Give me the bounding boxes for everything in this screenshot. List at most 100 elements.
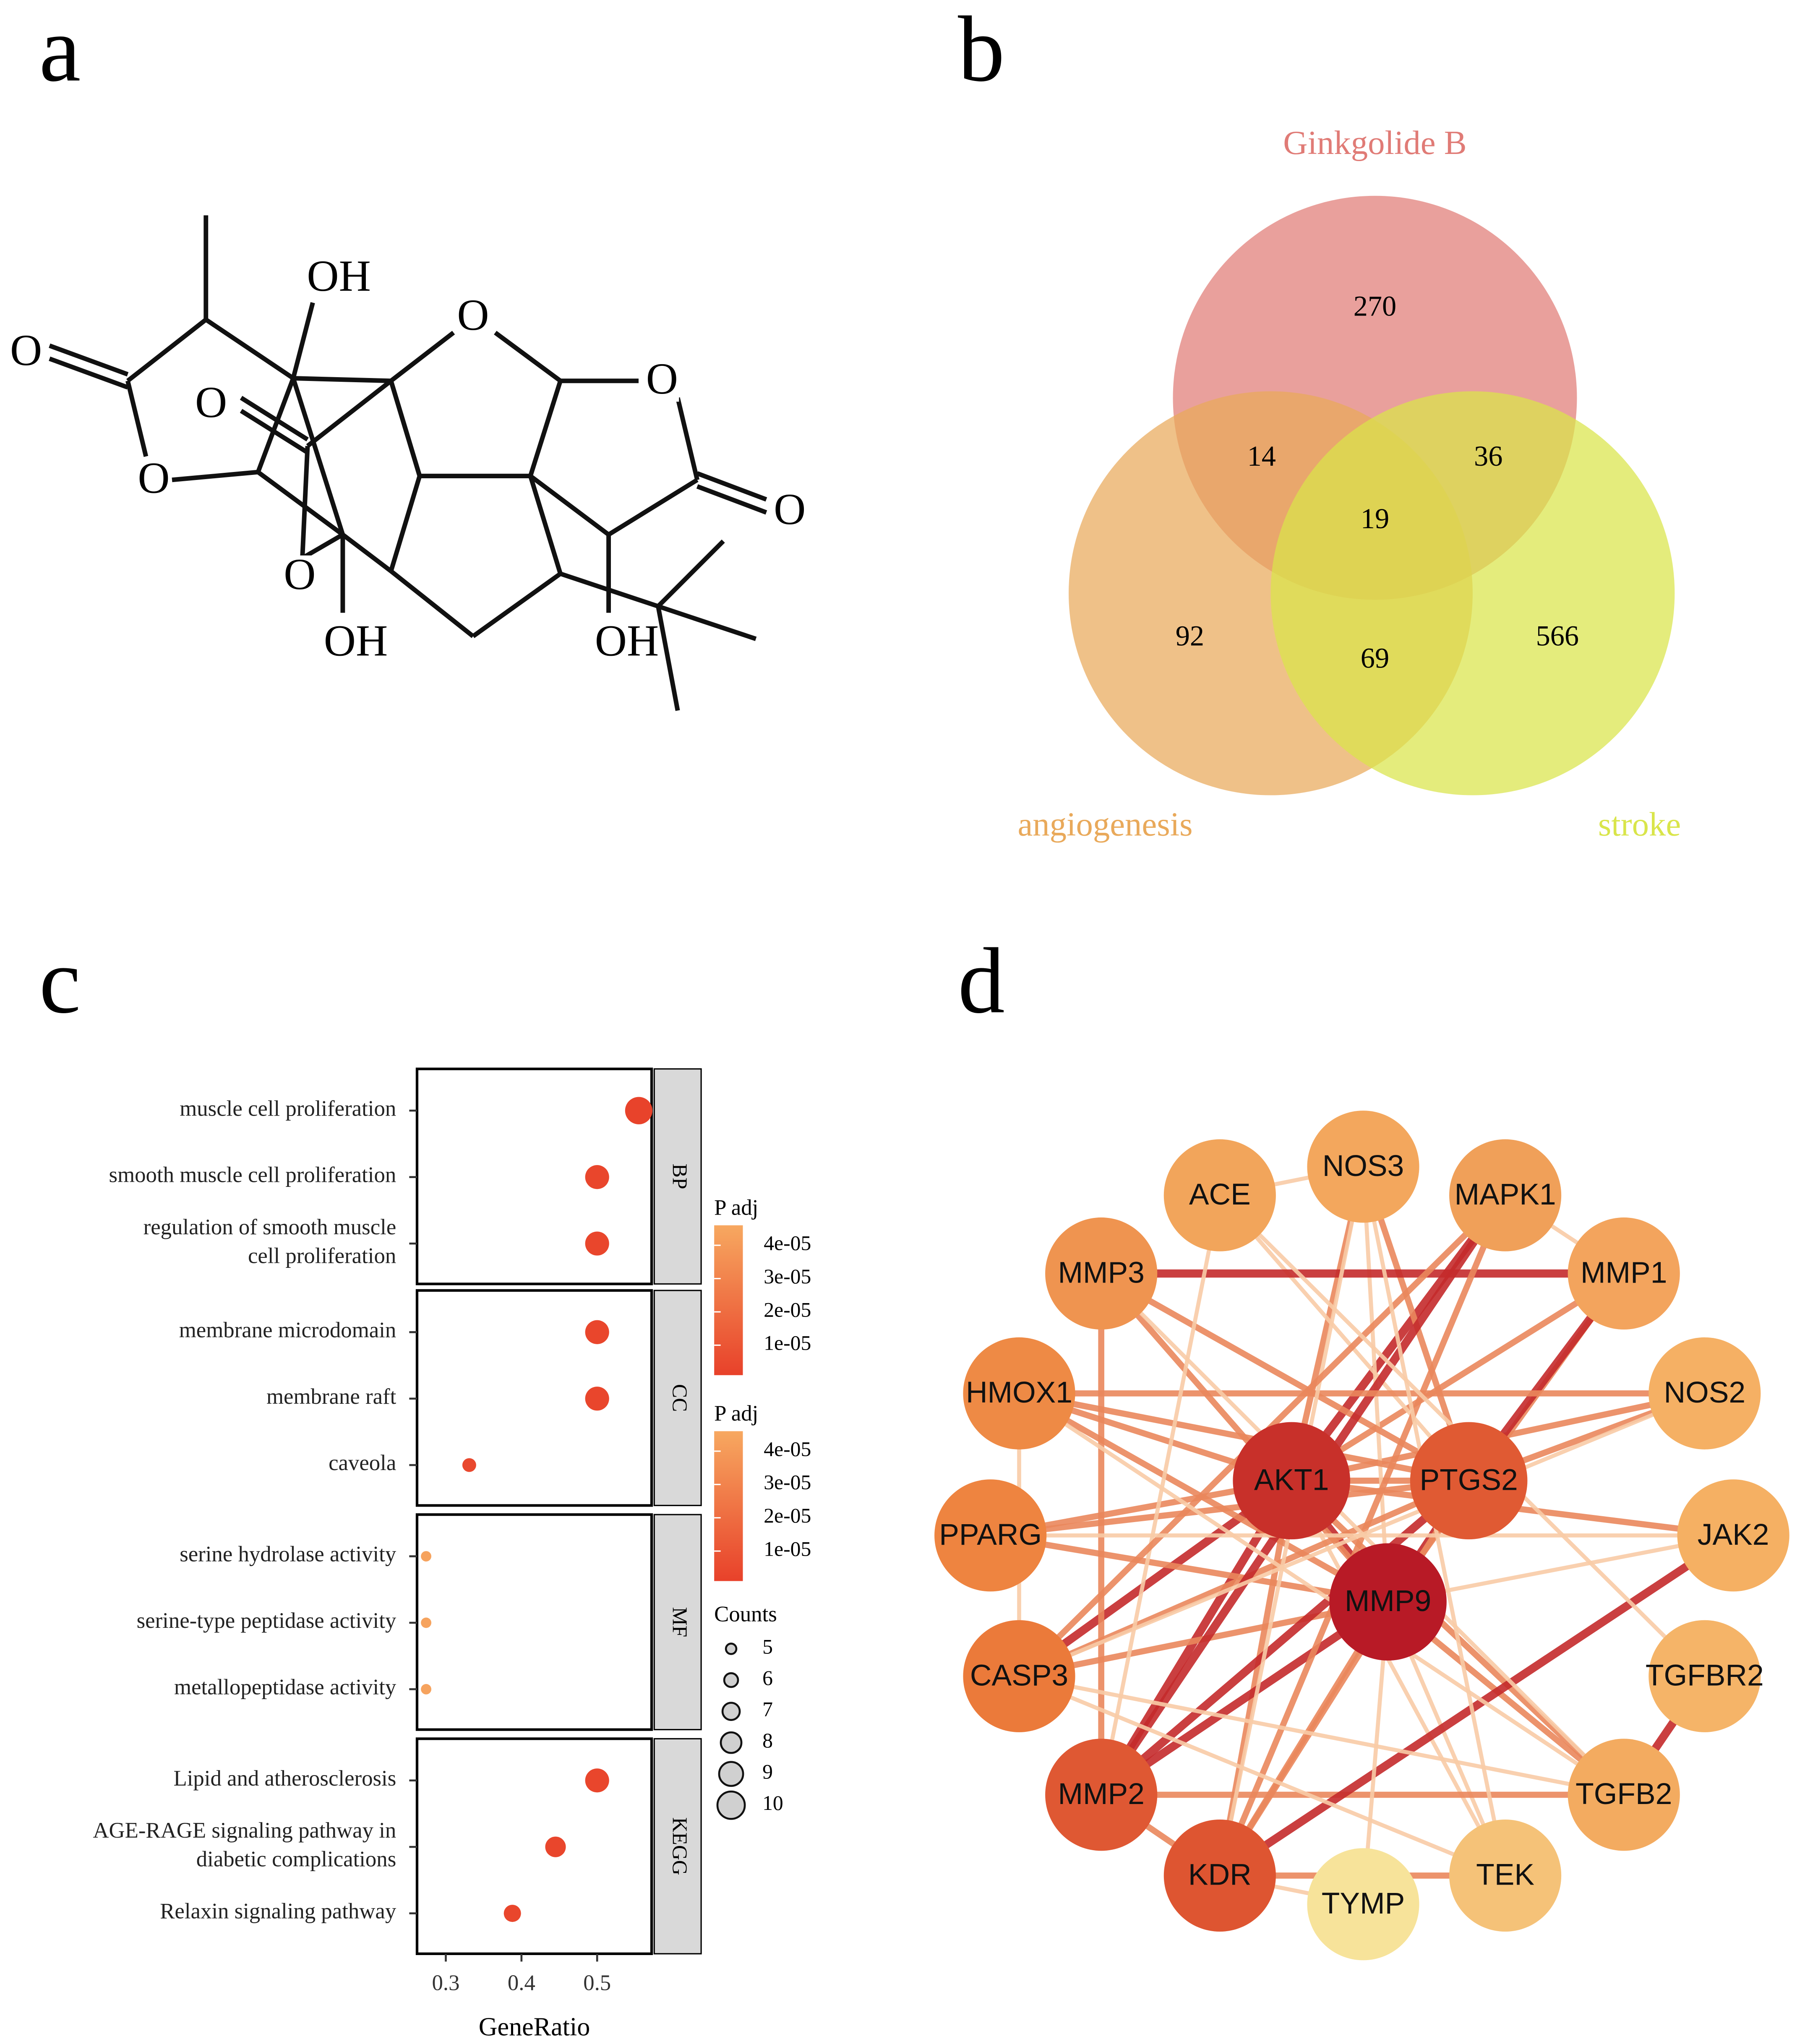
facet-strip xyxy=(653,1068,702,1285)
dot xyxy=(585,1320,609,1344)
size-key xyxy=(725,1642,738,1655)
atom-bg xyxy=(598,622,656,664)
bond xyxy=(125,380,149,457)
venn-count: 14 xyxy=(1247,440,1276,472)
x-tick-label: 0.5 xyxy=(583,1971,611,1995)
edge xyxy=(1100,1272,1625,1796)
node xyxy=(1449,1819,1562,1932)
bond xyxy=(341,532,393,573)
dot xyxy=(503,1905,521,1922)
edge xyxy=(1217,1479,1471,1877)
atom-bg xyxy=(456,296,490,338)
atom-bg xyxy=(772,490,807,532)
panel-label: d xyxy=(958,929,1005,1033)
bond xyxy=(256,470,344,537)
node-label: TGFBR2 xyxy=(1646,1658,1764,1692)
facet-panel xyxy=(415,1737,653,1955)
bond xyxy=(472,572,562,639)
bond xyxy=(306,379,393,448)
atom-label: O xyxy=(646,354,678,403)
y-tick-label: Lipid and atherosclerosis xyxy=(174,1766,396,1791)
legend-title: P adj xyxy=(714,1401,758,1426)
y-tick-label: metallopeptidase activity xyxy=(174,1675,396,1699)
double-bond xyxy=(49,343,129,377)
dot xyxy=(585,1768,609,1793)
edge xyxy=(990,1532,1389,1605)
double-bond xyxy=(696,484,767,515)
node xyxy=(1568,1217,1680,1330)
node xyxy=(1648,1620,1761,1732)
node-label: ACE xyxy=(1189,1178,1251,1211)
double-bond xyxy=(240,396,309,442)
atom-bg xyxy=(9,331,43,373)
facet-label: MF xyxy=(668,1607,691,1637)
dot xyxy=(421,1551,432,1562)
node-label: HMOX1 xyxy=(966,1376,1072,1409)
bond xyxy=(293,376,391,383)
size-key-label: 6 xyxy=(762,1666,773,1689)
size-key-label: 5 xyxy=(762,1635,773,1658)
node xyxy=(934,1479,1047,1592)
size-key-label: 9 xyxy=(762,1760,773,1783)
dot xyxy=(585,1165,609,1189)
atom-label: O xyxy=(457,290,489,339)
atom-label: O xyxy=(10,326,42,375)
facet-panel xyxy=(415,1289,653,1507)
double-bond xyxy=(49,356,129,390)
node xyxy=(1163,1819,1276,1932)
bond xyxy=(291,377,345,535)
legend-title: P adj xyxy=(714,1195,758,1220)
colorbar-label: 4e-05 xyxy=(764,1232,811,1255)
node-label: MMP1 xyxy=(1581,1256,1667,1289)
double-bond xyxy=(696,471,767,502)
atom-bg xyxy=(283,555,317,597)
facet-panel xyxy=(415,1513,653,1731)
bond xyxy=(657,604,757,641)
colorbar-label: 1e-05 xyxy=(764,1332,811,1355)
colorbar-label: 3e-05 xyxy=(764,1471,811,1494)
edge xyxy=(1098,1477,1471,1798)
venn-circle xyxy=(1270,391,1675,795)
node-label: NOS2 xyxy=(1664,1376,1746,1409)
atom-label: O xyxy=(138,453,170,502)
node xyxy=(1307,1848,1419,1961)
node xyxy=(1449,1139,1562,1251)
venn-set-label: angiogenesis xyxy=(1017,806,1192,843)
node-label: PPARG xyxy=(939,1518,1042,1551)
atom-bg xyxy=(310,257,368,299)
bond xyxy=(126,318,208,383)
y-tick-label: muscle cell proliferation xyxy=(180,1096,396,1121)
atom-label: OH xyxy=(324,616,388,665)
size-key-label: 7 xyxy=(762,1698,773,1721)
panel-label: c xyxy=(39,929,81,1033)
bond xyxy=(300,446,310,558)
bond xyxy=(528,475,563,575)
edge xyxy=(990,1478,1469,1539)
size-key xyxy=(716,1790,746,1820)
y-tick-label: diabetic complications xyxy=(196,1847,396,1871)
node xyxy=(1648,1337,1761,1450)
bond xyxy=(675,397,700,481)
node xyxy=(1045,1739,1158,1851)
colorbar-label: 4e-05 xyxy=(764,1437,811,1460)
panel-label: b xyxy=(958,0,1005,101)
size-key xyxy=(723,1672,739,1688)
facet-panel xyxy=(415,1067,653,1285)
node xyxy=(1410,1422,1528,1540)
node xyxy=(963,1337,1075,1450)
legend-title: Counts xyxy=(714,1602,777,1627)
y-tick-label: caveola xyxy=(329,1451,396,1475)
node xyxy=(1163,1139,1276,1251)
colorbar-label: 2e-05 xyxy=(764,1504,811,1527)
edge xyxy=(1289,1480,1507,1877)
x-tick-label: 0.3 xyxy=(432,1971,459,1995)
bond xyxy=(656,606,680,711)
edge xyxy=(1100,1271,1471,1483)
node-label: TGFB2 xyxy=(1575,1777,1672,1811)
node-label: MMP3 xyxy=(1058,1256,1144,1289)
facet-strip xyxy=(653,1290,702,1506)
node-label: TEK xyxy=(1476,1858,1534,1892)
venn-set-label: Ginkgolide B xyxy=(1283,124,1466,162)
node xyxy=(963,1620,1075,1732)
